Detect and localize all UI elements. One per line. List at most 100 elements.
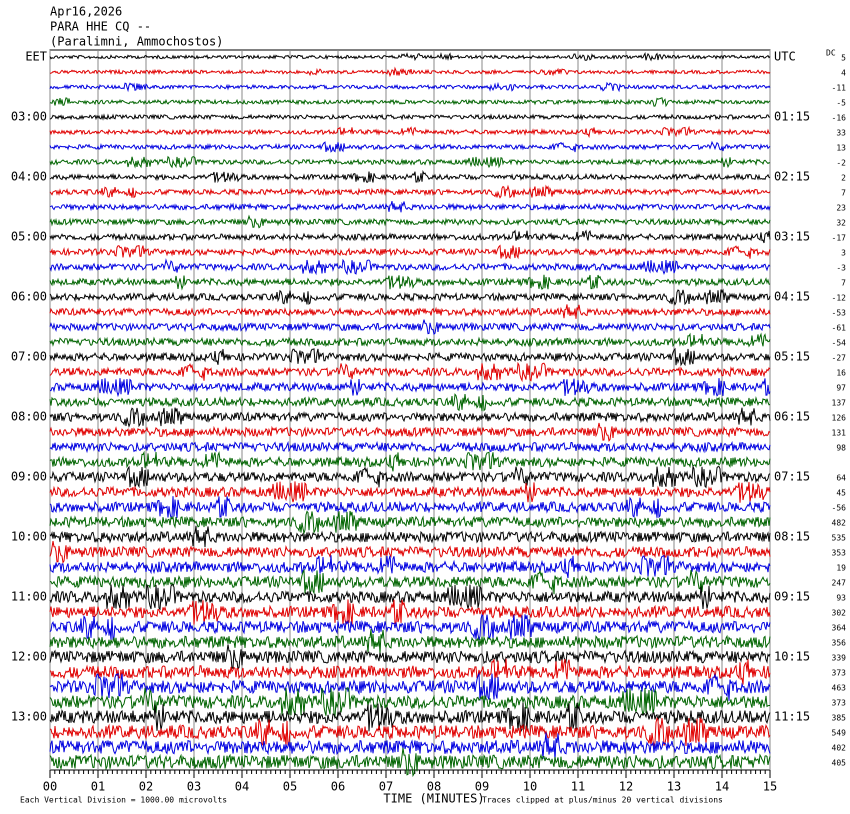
x-tick-label: 13 <box>667 780 681 794</box>
left-time-label: 03:00 <box>11 110 47 124</box>
trace <box>49 229 771 244</box>
dc-value: -54 <box>832 339 847 348</box>
dc-value: 247 <box>832 579 847 588</box>
dc-value: 137 <box>832 399 847 408</box>
trace <box>49 644 771 671</box>
trace <box>49 66 771 78</box>
dc-value: 402 <box>832 744 847 753</box>
trace <box>49 274 771 291</box>
trace <box>49 658 771 685</box>
dc-value: 302 <box>832 609 847 618</box>
left-time-label: 06:00 <box>11 290 47 304</box>
left-time-label: 05:00 <box>11 230 47 244</box>
trace <box>49 51 771 62</box>
trace <box>49 481 771 503</box>
dc-value: -61 <box>832 324 847 333</box>
left-time-label: EET <box>25 50 47 64</box>
trace <box>49 81 771 93</box>
dc-value: 373 <box>832 699 847 708</box>
left-time-label: 09:00 <box>11 470 47 484</box>
dc-value: 3 <box>841 249 846 258</box>
trace <box>49 525 771 548</box>
trace <box>49 347 771 367</box>
x-tick-label: 15 <box>763 780 777 794</box>
x-tick-label: 05 <box>283 780 297 794</box>
chart-title: Apr16,2026 <box>50 5 122 19</box>
trace <box>50 378 771 398</box>
x-tick-label: 07 <box>379 780 393 794</box>
right-time-label: 03:15 <box>774 230 810 244</box>
dc-value: -5 <box>836 99 846 108</box>
trace <box>49 407 771 428</box>
dc-value: -2 <box>836 159 846 168</box>
right-time-label: 11:15 <box>774 710 810 724</box>
trace <box>49 613 771 641</box>
right-time-label: 09:15 <box>774 590 810 604</box>
right-time-label: 08:15 <box>774 530 810 544</box>
trace <box>49 169 771 184</box>
trace <box>49 361 771 383</box>
trace <box>49 155 771 169</box>
dc-value: 482 <box>832 519 847 528</box>
dc-value: 463 <box>832 684 847 693</box>
trace <box>49 140 771 153</box>
dc-value: -56 <box>832 504 847 513</box>
left-time-label: 08:00 <box>11 410 47 424</box>
dc-value: 535 <box>832 534 847 543</box>
trace <box>49 554 771 579</box>
dc-value: 4 <box>841 69 846 78</box>
dc-value: 13 <box>836 144 846 153</box>
dc-value: 353 <box>832 549 847 558</box>
trace <box>49 584 771 611</box>
clip-note: Traces clipped at plus/minus 20 vertical… <box>482 796 723 805</box>
dc-value: 549 <box>832 729 847 738</box>
dc-value: 339 <box>832 654 847 663</box>
dc-value: 7 <box>841 279 846 288</box>
dc-value: 356 <box>832 639 847 648</box>
right-time-label: UTC <box>774 50 796 64</box>
right-time-label: 01:15 <box>774 110 810 124</box>
x-tick-label: 01 <box>91 780 105 794</box>
trace <box>49 113 771 121</box>
trace <box>49 568 771 595</box>
dc-value: -53 <box>832 309 847 318</box>
dc-value: 64 <box>836 474 846 483</box>
dc-value: -16 <box>832 114 847 123</box>
right-time-label: 07:15 <box>774 470 810 484</box>
trace <box>49 717 771 748</box>
trace <box>49 125 771 139</box>
dc-value: -17 <box>832 234 847 243</box>
right-time-label: 04:15 <box>774 290 810 304</box>
trace <box>49 510 771 535</box>
trace <box>49 184 771 199</box>
trace <box>49 200 771 213</box>
right-time-label: 02:15 <box>774 170 810 184</box>
chart-subtitle: PARA HHE CQ -- <box>50 20 151 34</box>
x-tick-label: 11 <box>571 780 585 794</box>
dc-header: DC <box>826 49 836 58</box>
dc-value: 98 <box>836 444 846 453</box>
x-tick-label: 03 <box>187 780 201 794</box>
dc-value: 32 <box>836 219 846 228</box>
trace <box>49 747 771 778</box>
right-time-label: 06:15 <box>774 410 810 424</box>
trace <box>49 671 771 701</box>
dc-value: -27 <box>832 354 847 363</box>
dc-value: 33 <box>836 129 846 138</box>
trace <box>49 258 771 276</box>
trace <box>49 599 771 626</box>
x-tick-label: 09 <box>475 780 489 794</box>
trace <box>49 629 771 654</box>
trace <box>49 450 771 472</box>
trace <box>49 244 771 260</box>
x-tick-label: 04 <box>235 780 249 794</box>
dc-value: 405 <box>832 759 847 768</box>
x-tick-label: 12 <box>619 780 633 794</box>
x-tick-label: 06 <box>331 780 345 794</box>
dc-value: 16 <box>836 369 846 378</box>
left-time-label: 04:00 <box>11 170 47 184</box>
x-axis-label: TIME (MINUTES) <box>383 792 484 806</box>
x-tick-label: 00 <box>43 780 57 794</box>
scale-note: Each Vertical Division = 1000.00 microvo… <box>20 796 227 805</box>
